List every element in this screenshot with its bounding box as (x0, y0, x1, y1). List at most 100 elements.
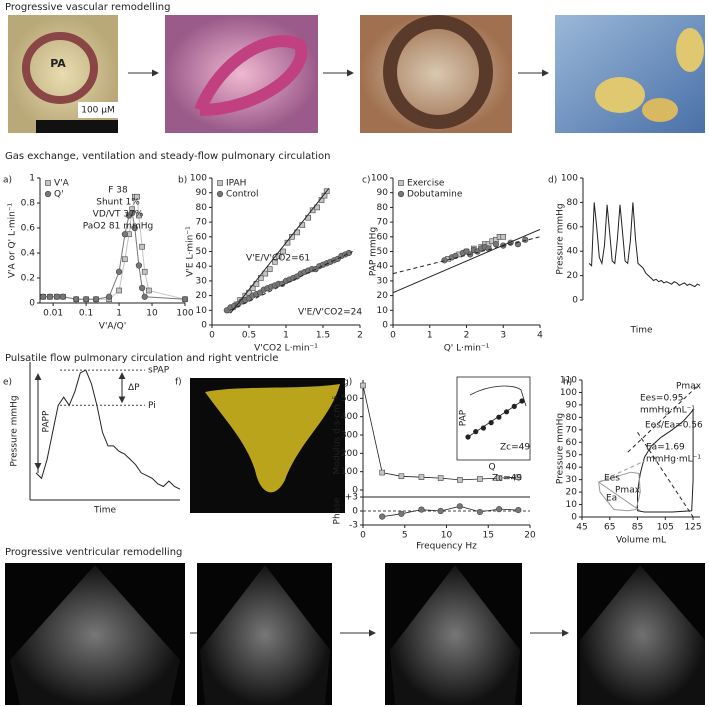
annotation: V'E/V'CO2=61 (246, 254, 310, 264)
y-tick-label: 50 (196, 247, 208, 257)
x-tick-label: 1 (116, 309, 122, 319)
annotation: Ees (604, 474, 620, 484)
marker (106, 293, 113, 300)
y-tick-label: 100 (371, 174, 388, 184)
marker (515, 506, 522, 514)
data-line (637, 408, 694, 513)
marker (457, 477, 463, 483)
marker (136, 212, 142, 219)
marker (456, 503, 463, 510)
x-axis-label: Time (93, 506, 116, 516)
y-tick-label: 1 (29, 174, 35, 184)
x-tick-label: 0.01 (43, 309, 63, 319)
y-tick-label: 0.6 (21, 224, 36, 234)
marker (522, 236, 529, 243)
x-tick-label: 2 (464, 331, 470, 341)
x-tick-label: 2 (357, 331, 363, 341)
y-tick-label: 100 (560, 388, 577, 398)
marker (496, 475, 502, 481)
marker (418, 474, 425, 480)
marker (46, 293, 54, 300)
marker (305, 214, 312, 221)
y-axis-label: Pressure mmHg (556, 203, 566, 274)
y-tick-label: 0 (352, 486, 358, 496)
inset-point (511, 403, 517, 409)
y-tick-label: 10 (196, 306, 208, 316)
inset-point (480, 425, 487, 431)
annotation: Pmax (676, 382, 702, 392)
y-tick-label: 100 (341, 467, 358, 477)
marker (40, 293, 47, 300)
x-tick-label: 1 (427, 331, 433, 341)
y-tick-label: 70 (196, 218, 208, 228)
inset-x-label: Q (488, 463, 495, 473)
x-tick-label: 15 (483, 531, 494, 541)
marker (441, 257, 448, 264)
marker (379, 469, 386, 476)
legend-label: IPAH (226, 179, 246, 189)
x-tick-label: 45 (576, 523, 587, 533)
y-tick-label: 0 (29, 299, 35, 309)
data-line (598, 481, 641, 512)
data-line (230, 251, 353, 311)
y-tick-label: 50 (566, 450, 578, 460)
marker (73, 296, 80, 303)
marker (122, 256, 128, 263)
marker (379, 513, 386, 520)
annotation: Zc=49 (492, 474, 522, 484)
y-tick-label: 50 (377, 247, 389, 257)
panel-label: f) (175, 378, 182, 388)
legend-marker (216, 190, 224, 198)
x-tick-label: 125 (684, 523, 701, 533)
annotation: F 38 (108, 186, 128, 196)
legend-marker (398, 180, 404, 186)
inset-point (503, 409, 510, 415)
legend-marker (44, 190, 52, 198)
legend-marker (397, 190, 405, 198)
marker (115, 268, 123, 275)
x-tick-label: 0 (209, 331, 215, 341)
legend-label: Dobutamine (407, 190, 463, 200)
data-line (588, 202, 701, 288)
inset-frame (456, 376, 531, 461)
annotation: Ees/Ea=0.56 (645, 421, 703, 431)
vascular-images: PA 100 µM (8, 15, 705, 133)
legend-label: Q' (54, 190, 64, 200)
y-tick-label: 200 (341, 449, 358, 459)
marker (476, 508, 484, 516)
data-line (392, 228, 541, 294)
legend-label: Control (226, 190, 259, 200)
inset-curve (469, 385, 527, 407)
panel-label: d) (548, 176, 557, 186)
data-line (637, 432, 694, 518)
x-axis-label: Time (629, 326, 652, 336)
y-tick-label: 20 (377, 291, 389, 301)
y-tick-label: 30 (566, 475, 578, 485)
section-title: Progressive vascular remodelling (5, 2, 170, 13)
marker (477, 476, 483, 482)
level-label: sPAP (148, 366, 170, 376)
y-axis-label: V'E L·min⁻¹ (186, 226, 196, 277)
y-tick-label: 80 (567, 198, 579, 208)
data-line (382, 505, 519, 517)
y-tick-label: 400 (341, 412, 358, 422)
data-line (392, 236, 541, 275)
data-line (598, 460, 645, 483)
doppler-image: f) (175, 378, 345, 513)
marker (181, 296, 189, 303)
y-tick-label: 80 (377, 203, 389, 213)
annotation: Ea (606, 494, 617, 504)
marker (515, 474, 522, 480)
y-axis-label: V'A or Q' L·min⁻¹ (8, 202, 18, 278)
inset-point (465, 434, 471, 440)
section-title: Progressive ventricular remodelling (5, 547, 182, 558)
x-tick-label: 0.5 (242, 331, 256, 341)
x-axis-label: V'CO2 L·min⁻¹ (254, 344, 318, 354)
x-axis-label: Q' L·min⁻¹ (444, 344, 490, 354)
y-tick-label: 100 (561, 174, 578, 184)
annotation: PAPP (42, 410, 52, 432)
marker (280, 248, 286, 255)
marker (309, 207, 316, 214)
y-tick-label: 90 (566, 400, 578, 410)
